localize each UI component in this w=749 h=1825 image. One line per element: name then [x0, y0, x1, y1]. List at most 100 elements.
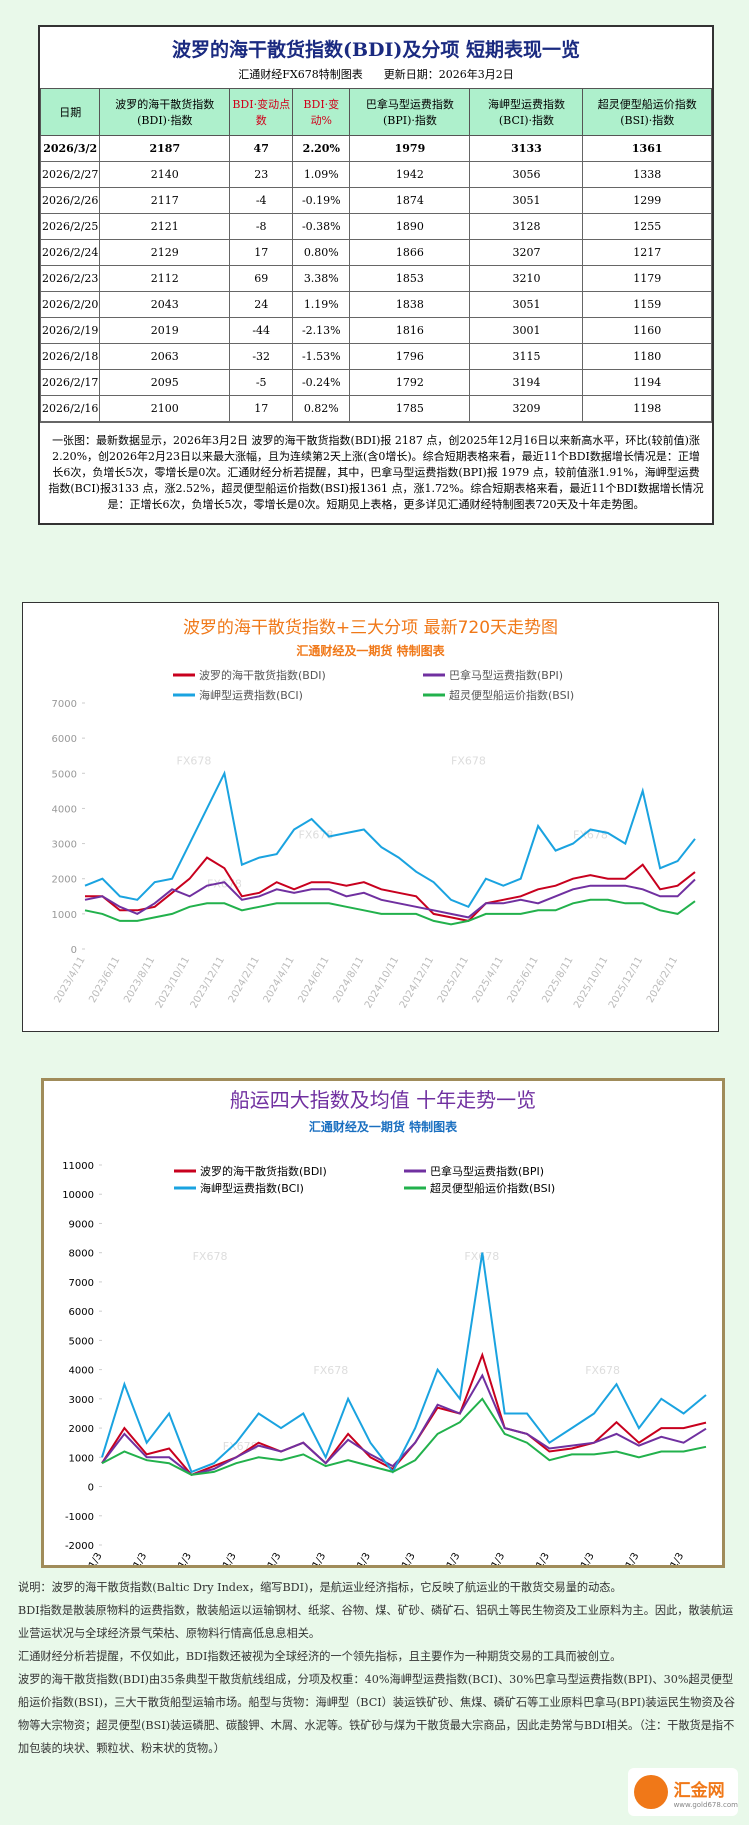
- table-cell: 2121: [99, 213, 231, 240]
- table-cell: 2026/2/23: [39, 265, 101, 292]
- note-paragraph: 波罗的海干散货指数(BDI)由35条典型干散货航线组成，分项及权重：40%海岬型…: [18, 1673, 736, 1755]
- y-tick-label: 0: [88, 1483, 94, 1494]
- x-tick-label: 2026/1/3: [654, 1551, 686, 1568]
- legend-label: 海岬型运费指数(BCI): [199, 688, 303, 702]
- x-tick-label: 2024/12/11: [398, 955, 436, 1010]
- table-row: 2026/2/26 2117 -4 -0.19% 1874 3051 1299: [39, 187, 712, 214]
- table-cell: 47: [229, 135, 294, 162]
- table-cell: 1838: [349, 291, 471, 318]
- table-cell: 69: [229, 265, 294, 292]
- table-cell: 3115: [469, 343, 584, 370]
- x-tick-label: 2024/10/11: [363, 955, 401, 1010]
- table-cell: -0.38%: [292, 213, 351, 240]
- table-cell: 3207: [469, 239, 584, 266]
- x-tick-label: 2024/2/11: [227, 955, 262, 1005]
- y-tick-label: 9000: [69, 1219, 94, 1230]
- column-header: 波罗的海干散货指数(BDI)·指数: [99, 88, 231, 136]
- y-tick-label: 4000: [52, 804, 77, 815]
- chart-title: 船运四大指数及均值 十年走势一览: [230, 1088, 536, 1112]
- table-cell: 2026/2/16: [39, 395, 101, 422]
- table-cell: 1785: [349, 395, 471, 422]
- y-tick-label: 7000: [69, 1278, 94, 1289]
- y-tick-label: 5000: [52, 769, 77, 780]
- x-tick-label: 2017/1/3: [252, 1551, 284, 1568]
- table-cell: 1255: [582, 213, 712, 240]
- logo-name: 汇金网: [673, 1780, 725, 1801]
- table-cell: 2129: [99, 239, 231, 266]
- series-line: [101, 1252, 707, 1474]
- table-subtitle: 汇通财经FX678特制图表 更新日期：2026年3月2日: [40, 66, 712, 88]
- table-cell: 2112: [99, 265, 231, 292]
- table-cell: -0.19%: [292, 187, 351, 214]
- series-line: [84, 878, 696, 919]
- table-cell: -1.53%: [292, 343, 351, 370]
- table-cell: 2.20%: [292, 135, 351, 162]
- watermark: FX678: [313, 1364, 348, 1377]
- table-row: 2026/2/17 2095 -5 -0.24% 1792 3194 1194: [39, 369, 712, 396]
- table-cell: 2043: [99, 291, 231, 318]
- chart-subtitle: 汇通财经及一期货 特制图表: [296, 643, 445, 658]
- notes: 说明：波罗的海干散货指数(Baltic Dry Index，缩写BDI)，是航运…: [18, 1576, 742, 1760]
- y-tick-label: 10000: [62, 1190, 94, 1201]
- logo-url: www.gold678.com: [673, 1800, 738, 1809]
- y-tick-label: 0: [71, 945, 77, 956]
- logo: 汇金网 www.gold678.com: [628, 1768, 738, 1816]
- table-cell: 1874: [349, 187, 471, 214]
- y-tick-label: 8000: [69, 1249, 94, 1260]
- table-row: 2026/2/23 2112 69 3.38% 1853 3210 1179: [39, 265, 712, 292]
- table-cell: 23: [229, 161, 294, 188]
- watermark: FX678: [193, 1250, 228, 1263]
- x-tick-label: 2022/1/3: [475, 1551, 507, 1568]
- legend-label: 超灵便型船运价指数(BSI): [449, 688, 574, 702]
- legend-label: 波罗的海干散货指数(BDI): [199, 668, 326, 682]
- x-tick-label: 2023/6/11: [87, 955, 122, 1005]
- table-cell: 1361: [582, 135, 712, 162]
- chart-subtitle: 汇通财经及一期货 特制图表: [309, 1119, 458, 1134]
- y-tick-label: 2000: [69, 1424, 94, 1435]
- table-cell: 2026/2/19: [39, 317, 101, 344]
- table-cell: 2140: [99, 161, 231, 188]
- x-tick-label: 2025/10/11: [572, 955, 610, 1010]
- table-cell: 24: [229, 291, 294, 318]
- table-cell: 1194: [582, 369, 712, 396]
- x-tick-label: 2024/6/11: [296, 955, 331, 1005]
- x-tick-label: 2023/4/11: [52, 955, 87, 1005]
- table-cell: 2117: [99, 187, 231, 214]
- table-cell: 2026/2/17: [39, 369, 101, 396]
- source: 汇通财经FX678特制图表: [238, 68, 363, 81]
- table-cell: 1853: [349, 265, 471, 292]
- table-cell: 3128: [469, 213, 584, 240]
- x-tick-label: 2024/8/11: [331, 955, 366, 1005]
- table-cell: 1942: [349, 161, 471, 188]
- table-cell: 2026/3/2: [39, 135, 101, 162]
- table-cell: 1299: [582, 187, 712, 214]
- y-tick-label: 3000: [52, 840, 77, 851]
- x-tick-label: 2025/4/11: [471, 955, 506, 1005]
- table-cell: 2026/2/20: [39, 291, 101, 318]
- table-cell: -4: [229, 187, 294, 214]
- table-cell: 3209: [469, 395, 584, 422]
- x-tick-label: 2023/1/3: [520, 1551, 552, 1568]
- table-cell: 2095: [99, 369, 231, 396]
- table-row: 2026/2/19 2019 -44 -2.13% 1816 3001 1160: [39, 317, 712, 344]
- table-cell: 2019: [99, 317, 231, 344]
- x-tick-label: 2023/8/11: [122, 955, 157, 1005]
- x-tick-label: 2025/2/11: [436, 955, 471, 1005]
- note-paragraph: 汇通财经分析若提醒，不仅如此，BDI指数还被视为全球经济的一个领先指标，且主要作…: [18, 1650, 622, 1663]
- table-cell: 1866: [349, 239, 471, 266]
- table-cell: 3194: [469, 369, 584, 396]
- table-title: 波罗的海干散货指数(BDI)及分项 短期表现一览: [171, 39, 581, 61]
- table-cell: -0.24%: [292, 369, 351, 396]
- y-tick-label: 1000: [52, 910, 77, 921]
- legend-label: 超灵便型船运价指数(BSI): [430, 1181, 555, 1195]
- table-cell: 1160: [582, 317, 712, 344]
- x-tick-label: 2025/12/11: [607, 955, 645, 1010]
- column-header: 海岬型运费指数(BCI)·指数: [469, 88, 584, 136]
- table-cell: 1.09%: [292, 161, 351, 188]
- table-cell: 1796: [349, 343, 471, 370]
- table-cell: 17: [229, 239, 294, 266]
